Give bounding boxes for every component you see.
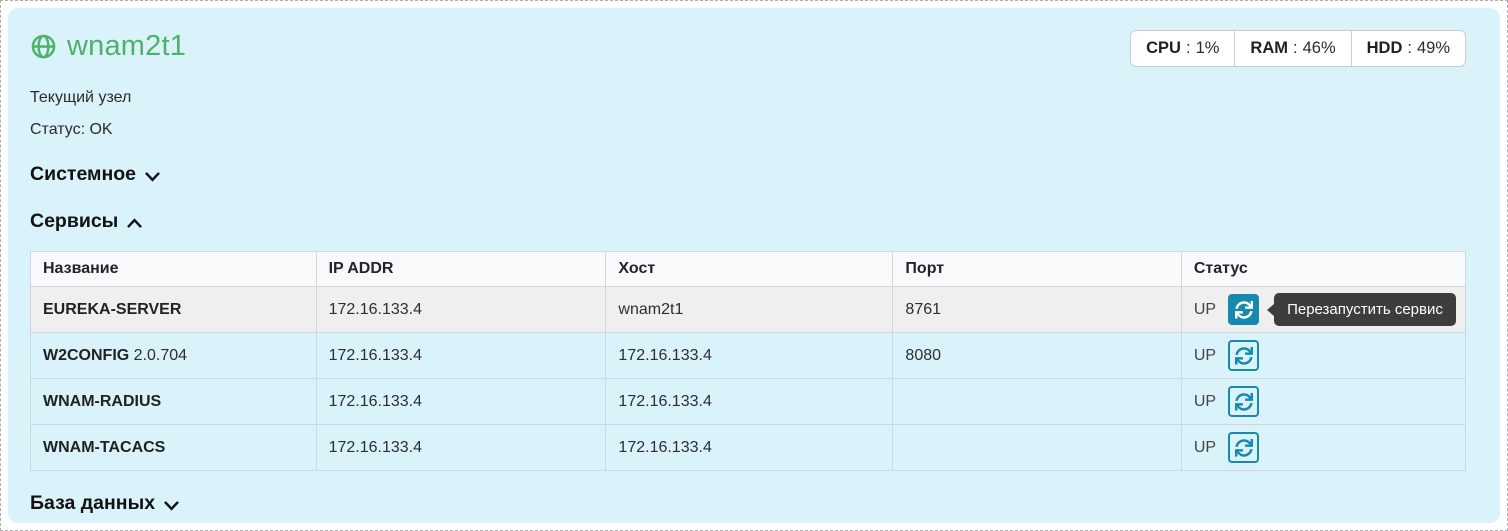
service-version: 2.0.704 [133,346,188,364]
resource-stats-box: CPU: 1% RAM: 46% HDD: 49% [1130,30,1466,67]
cell-service-port: 8761 [892,286,1182,333]
status-badge: UP [1193,392,1217,410]
cell-service-ip: 172.16.133.4 [315,332,607,379]
node-subtitle: Текущий узел [30,89,132,106]
chevron-down-icon [164,500,180,511]
cell-service-port: 8080 [892,332,1182,379]
col-header-port: Порт [892,251,1182,287]
restart-service-button[interactable] [1228,340,1260,371]
restart-service-button[interactable] [1228,386,1260,417]
section-services-label: Сервисы [30,210,119,232]
cell-service-name: EUREKA-SERVER [30,286,317,333]
chevron-down-icon [145,171,160,182]
cell-service-port [892,424,1182,471]
services-table: Название IP ADDR Хост Порт Статус EUREKA… [30,251,1467,471]
status-badge: UP [1193,300,1217,318]
section-toggle-system[interactable]: Системное [30,163,162,186]
cell-service-host: 172.16.133.4 [605,378,894,425]
globe-icon [31,34,56,59]
stat-cpu-sep: : [1185,39,1191,57]
stat-hdd-value: 49% [1416,39,1450,57]
cell-service-name: WNAM-TACACS [30,424,317,471]
cell-service-host: 172.16.133.4 [605,424,894,471]
stat-cpu-label: CPU [1146,39,1181,57]
stat-ram-sep: : [1293,39,1298,57]
stat-cpu-value: 1% [1195,39,1220,57]
cell-service-name: W2CONFIG 2.0.704 [30,332,317,379]
col-header-name: Название [30,251,317,287]
stat-ram-value: 46% [1302,39,1336,57]
cell-service-status: UP Перезапустить сервис [1180,286,1467,333]
service-name: EUREKA-SERVER [43,300,182,318]
node-title-wrap: wnam2t1 [30,30,186,63]
stat-cpu: CPU: 1% [1131,31,1234,66]
col-header-ip: IP ADDR [315,251,607,287]
cell-service-host: wnam2t1 [605,286,894,333]
stat-hdd: HDD: 49% [1350,31,1465,66]
cell-service-host: 172.16.133.4 [605,332,894,379]
cell-service-ip: 172.16.133.4 [315,378,607,425]
refresh-icon [1234,300,1253,319]
section-system-label: Системное [30,163,137,185]
table-row: W2CONFIG 2.0.704 172.16.133.4 172.16.133… [30,332,1467,379]
cell-service-name: WNAM-RADIUS [30,378,317,425]
services-table-header: Название IP ADDR Хост Порт Статус [30,251,1467,287]
chevron-up-icon [127,217,143,228]
service-name: WNAM-RADIUS [43,392,162,410]
panel-header: wnam2t1 CPU: 1% RAM: 46% HDD: 49% [30,30,1466,67]
refresh-icon [1234,346,1253,365]
table-row: EUREKA-SERVER 172.16.133.4 wnam2t1 8761 … [30,286,1467,333]
stat-ram-label: RAM [1250,39,1288,57]
table-row: WNAM-TACACS 172.16.133.4 172.16.133.4 UP [30,424,1467,471]
cell-service-status: UP [1180,378,1467,425]
stat-hdd-sep: : [1407,39,1412,57]
col-header-host: Хост [605,251,894,287]
section-toggle-services[interactable]: Сервисы [30,210,144,233]
cell-service-status: UP [1180,332,1467,379]
refresh-icon [1234,438,1253,457]
restart-service-button[interactable] [1228,432,1260,463]
node-status-line: Статус: OK [30,121,113,138]
page-title: wnam2t1 [67,30,187,62]
restart-tooltip: Перезапустить сервис [1274,293,1456,326]
refresh-icon [1234,392,1253,411]
col-header-status: Статус [1180,251,1467,287]
restart-service-button[interactable] [1228,294,1260,325]
stat-hdd-label: HDD [1366,39,1403,57]
cell-service-status: UP [1180,424,1467,471]
cell-service-ip: 172.16.133.4 [315,286,607,333]
section-database-label: База данных [30,492,156,514]
section-toggle-database[interactable]: База данных [30,492,181,515]
node-panel: wnam2t1 CPU: 1% RAM: 46% HDD: 49% Текущи… [8,8,1500,523]
stat-ram: RAM: 46% [1234,31,1350,66]
service-name: W2CONFIG [43,346,130,364]
status-badge: UP [1193,346,1217,364]
cell-service-ip: 172.16.133.4 [315,424,607,471]
cell-service-port [892,378,1182,425]
service-name: WNAM-TACACS [43,438,166,456]
status-badge: UP [1193,438,1217,456]
table-row: WNAM-RADIUS 172.16.133.4 172.16.133.4 UP [30,378,1467,425]
